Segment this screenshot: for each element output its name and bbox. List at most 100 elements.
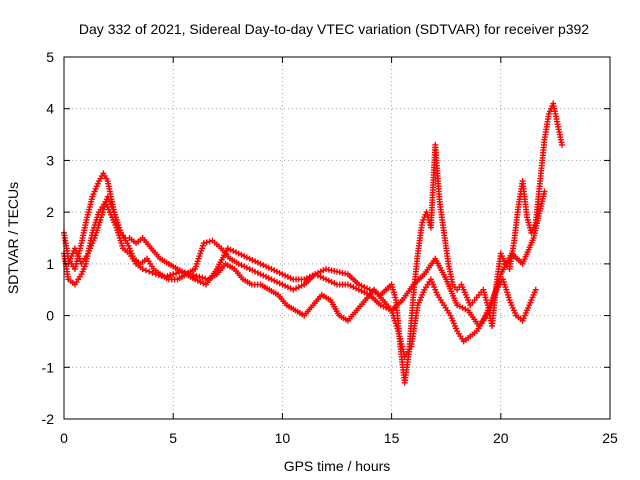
- y-tick-label: 4: [46, 101, 54, 117]
- data-point-dense: [298, 282, 305, 289]
- data-point: [558, 141, 565, 148]
- data-point-dense: [320, 267, 327, 274]
- data-point-dense: [306, 273, 313, 280]
- y-tick-label: 2: [46, 204, 54, 220]
- data-point-dense: [317, 268, 324, 275]
- x-tick-label: 10: [275, 430, 291, 446]
- data-point: [290, 286, 297, 293]
- data-point: [139, 266, 146, 273]
- data-point-dense: [276, 280, 283, 287]
- data-point-dense: [364, 285, 371, 292]
- data-point: [377, 302, 384, 309]
- data-point-dense: [265, 264, 272, 271]
- data-point: [344, 281, 351, 288]
- data-point-dense: [331, 280, 338, 287]
- data-point: [192, 276, 199, 283]
- data-point-dense: [462, 306, 469, 313]
- data-point-dense: [265, 275, 272, 282]
- data-point-dense: [230, 247, 237, 254]
- x-tick-label: 20: [493, 430, 509, 446]
- grid-lines: [64, 57, 610, 419]
- series-1: [61, 100, 565, 386]
- data-point-dense: [364, 290, 371, 297]
- data-point-dense: [206, 238, 213, 245]
- data-point: [279, 271, 286, 278]
- data-point-dense: [287, 275, 294, 282]
- data-point-dense: [380, 303, 387, 310]
- data-point-dense: [263, 263, 270, 270]
- data-point-dense: [260, 262, 267, 269]
- data-point-dense: [361, 289, 368, 296]
- data-point-dense: [303, 275, 310, 282]
- data-point: [178, 268, 185, 275]
- x-tick-label: 5: [169, 430, 177, 446]
- y-tick-label: 1: [46, 256, 54, 272]
- data-point: [246, 255, 253, 262]
- data-point: [235, 250, 242, 257]
- x-tick-label: 15: [384, 430, 400, 446]
- data-point-dense: [173, 270, 180, 277]
- data-point-dense: [260, 272, 267, 279]
- data-point-dense: [227, 246, 234, 253]
- data-point-dense: [383, 304, 390, 311]
- data-point-dense: [252, 258, 259, 265]
- data-point-dense: [232, 249, 239, 256]
- data-point: [355, 286, 362, 293]
- data-point-dense: [353, 285, 360, 292]
- data-point-dense: [167, 272, 174, 279]
- data-point: [532, 286, 539, 293]
- x-tick-label: 25: [602, 430, 618, 446]
- data-point: [257, 271, 264, 278]
- data-point: [246, 266, 253, 273]
- data-point-dense: [276, 269, 283, 276]
- data-point-dense: [347, 282, 354, 289]
- data-point-dense: [142, 267, 149, 274]
- y-axis-label: SDTVAR / TECUs: [5, 182, 21, 294]
- series-3: [65, 188, 548, 329]
- data-point-dense: [317, 273, 324, 280]
- data-point: [454, 302, 461, 309]
- data-point-dense: [203, 239, 210, 246]
- data-point-dense: [456, 303, 463, 310]
- data-point-dense: [243, 264, 250, 271]
- data-point-dense: [295, 284, 302, 291]
- data-point-dense: [249, 267, 256, 274]
- data-point-dense: [238, 262, 245, 269]
- data-point-dense: [252, 268, 259, 275]
- data-point: [268, 266, 275, 273]
- data-point: [301, 276, 308, 283]
- data-point-dense: [241, 263, 248, 270]
- data-point: [200, 240, 207, 247]
- data-point: [312, 271, 319, 278]
- data-point-dense: [293, 285, 300, 292]
- data-point: [323, 276, 330, 283]
- data-point-dense: [263, 273, 270, 280]
- data-point-dense: [358, 282, 365, 289]
- tick-marks: [63, 56, 611, 420]
- data-point-dense: [309, 272, 316, 279]
- data-point-dense: [271, 267, 278, 274]
- data-point: [541, 188, 548, 195]
- data-point-dense: [325, 277, 332, 284]
- data-point-dense: [194, 277, 201, 284]
- data-point-dense: [350, 284, 357, 291]
- tick-labels: 0 5 10 15 20 25 -2 -1 0 1 2 3 4 5: [42, 49, 618, 446]
- data-point-dense: [254, 259, 261, 266]
- y-tick-label: 5: [46, 49, 54, 65]
- data-point: [268, 276, 275, 283]
- x-axis-label: GPS time / hours: [284, 458, 391, 474]
- data-point-dense: [149, 269, 156, 276]
- plot-frame: [63, 56, 611, 420]
- data-series: [61, 100, 565, 386]
- y-tick-label: 3: [46, 152, 54, 168]
- data-point: [170, 271, 177, 278]
- data-point-dense: [238, 251, 245, 258]
- data-point-dense: [199, 274, 206, 281]
- data-point-dense: [287, 285, 294, 292]
- data-point: [146, 268, 153, 275]
- data-point-dense: [241, 253, 248, 260]
- data-point-dense: [176, 269, 183, 276]
- data-point: [355, 281, 362, 288]
- data-point: [196, 273, 203, 280]
- data-point-dense: [282, 282, 289, 289]
